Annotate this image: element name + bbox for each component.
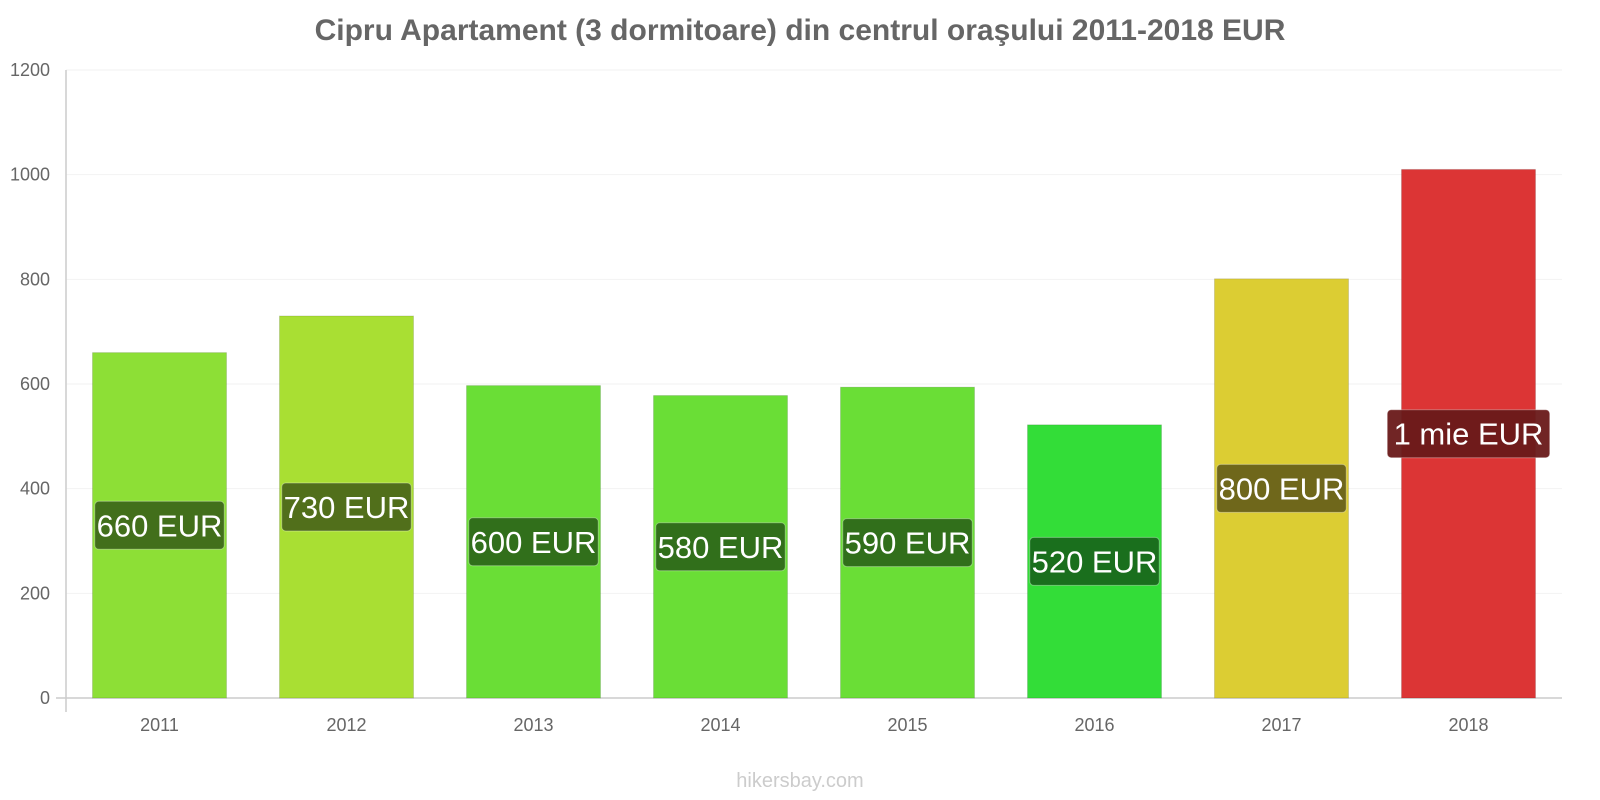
data-label: 590 EUR <box>845 526 971 561</box>
y-tick-label: 800 <box>20 269 50 289</box>
chart-title: Cipru Apartament (3 dormitoare) din cent… <box>314 14 1286 47</box>
data-label-box <box>468 517 599 567</box>
data-label: 730 EUR <box>284 490 410 525</box>
x-tick-label: 2014 <box>700 715 740 735</box>
x-tick-label: 2015 <box>887 715 927 735</box>
data-label: 520 EUR <box>1032 544 1158 579</box>
data-labels: 660 EUR 730 EUR 600 EUR 580 EUR 590 EUR 520 E… <box>94 409 1551 586</box>
data-label: 1 mie EUR <box>1394 417 1544 452</box>
data-label-box <box>1029 536 1160 586</box>
y-tick-label: 200 <box>20 583 50 603</box>
y-tick-label: 0 <box>40 688 50 708</box>
data-label-box <box>842 518 973 568</box>
y-tick-label: 600 <box>20 374 50 394</box>
x-tick-label: 2012 <box>326 715 366 735</box>
data-label-box <box>94 500 225 550</box>
bars <box>92 168 1536 699</box>
data-label: 600 EUR <box>471 525 597 560</box>
x-tick-label: 2018 <box>1448 715 1488 735</box>
watermark: hikersbay.com <box>736 770 864 792</box>
x-tick-label: 2016 <box>1074 715 1114 735</box>
y-tick-label: 1000 <box>10 165 50 185</box>
data-label: 580 EUR <box>658 530 784 565</box>
data-label-box <box>281 482 412 532</box>
data-label-box <box>1216 463 1347 513</box>
y-tick-label: 400 <box>20 479 50 499</box>
data-label: 800 EUR <box>1219 471 1345 506</box>
data-label: 660 EUR <box>97 508 223 543</box>
x-tick-label: 2011 <box>140 715 179 735</box>
tick-labels: 0 200 400 600 800 1000 1200 2011 2012 2013 2014 201… <box>10 60 1489 735</box>
x-tick-label: 2013 <box>513 715 553 735</box>
data-label-box <box>1386 409 1551 459</box>
data-label-box <box>655 522 786 572</box>
x-tick-label: 2017 <box>1261 715 1301 735</box>
y-tick-label: 1200 <box>10 60 50 80</box>
